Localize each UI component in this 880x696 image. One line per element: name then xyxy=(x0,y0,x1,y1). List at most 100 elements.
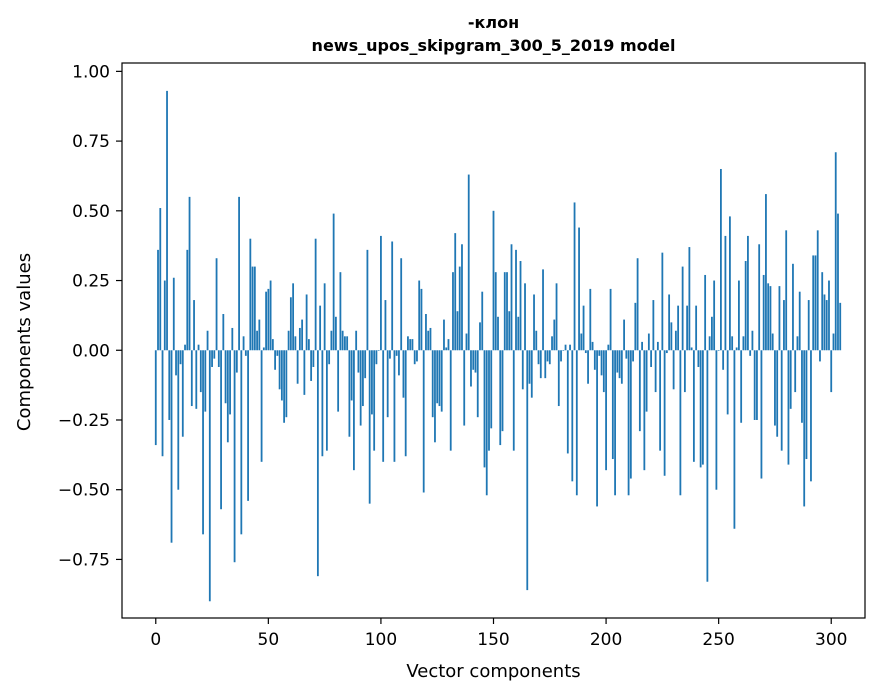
bar xyxy=(330,330,333,351)
bar xyxy=(244,350,247,356)
bar xyxy=(240,350,243,535)
y-tick-label: 0.25 xyxy=(72,272,110,292)
bar xyxy=(735,347,738,351)
bar xyxy=(285,350,288,418)
bar xyxy=(701,350,704,465)
bar xyxy=(542,269,544,351)
bar xyxy=(787,350,790,465)
bar xyxy=(632,350,634,362)
bar-series xyxy=(154,90,842,602)
bar xyxy=(589,288,592,351)
bar xyxy=(344,336,346,351)
bar xyxy=(661,252,664,351)
bar xyxy=(789,350,792,409)
bar xyxy=(611,350,614,460)
bar xyxy=(654,350,657,393)
bar xyxy=(447,339,450,351)
bar xyxy=(553,319,556,351)
bar xyxy=(289,297,292,351)
bar xyxy=(810,350,812,482)
bar xyxy=(269,280,272,351)
bar xyxy=(168,350,171,420)
bar xyxy=(398,350,400,376)
bar xyxy=(643,350,646,471)
bar xyxy=(690,347,693,351)
bar xyxy=(724,235,727,351)
bar xyxy=(571,350,574,482)
bar xyxy=(731,336,734,351)
bar xyxy=(537,350,540,365)
bar xyxy=(751,330,754,351)
bar xyxy=(332,213,335,351)
bar xyxy=(325,350,328,451)
bar xyxy=(711,316,713,351)
bar xyxy=(674,330,677,351)
bar xyxy=(600,350,603,376)
bar xyxy=(656,341,659,351)
bar xyxy=(238,196,240,351)
bar xyxy=(614,350,616,496)
x-tick-label: 0 xyxy=(150,630,161,650)
bar xyxy=(625,350,628,359)
bar xyxy=(767,283,770,351)
bar xyxy=(627,350,630,496)
bar xyxy=(697,350,700,367)
bar xyxy=(539,350,542,379)
bar xyxy=(359,350,362,426)
bar xyxy=(251,266,254,351)
bar xyxy=(524,283,526,351)
bar xyxy=(274,350,276,370)
y-axis-ticks: 1.00 0.75 0.50 0.25 0.00 −0.25 −0.50 −0.75 xyxy=(58,62,122,570)
bar xyxy=(337,350,340,412)
bar xyxy=(314,238,317,351)
bar xyxy=(607,344,610,351)
chart-title-line-1: -клон xyxy=(468,13,519,32)
bar xyxy=(233,350,236,563)
bar xyxy=(384,300,387,351)
bar xyxy=(510,244,513,351)
bar xyxy=(247,350,249,501)
bar xyxy=(409,339,412,351)
bar xyxy=(186,249,189,351)
bar xyxy=(629,350,632,479)
bar xyxy=(771,333,774,351)
bar xyxy=(287,330,290,351)
bar xyxy=(569,344,571,351)
bar xyxy=(497,316,499,351)
bar xyxy=(296,350,299,384)
chart-title-line-2: news_upos_skipgram_300_5_2019 model xyxy=(312,36,676,55)
bar xyxy=(163,280,166,351)
bar xyxy=(839,302,842,351)
bar xyxy=(819,350,821,362)
bar xyxy=(575,350,578,496)
bar xyxy=(382,350,385,462)
x-axis-ticks: 0 50 100 150 200 250 300 xyxy=(150,618,847,650)
bar xyxy=(440,350,443,412)
x-axis-label: Vector components xyxy=(406,661,580,682)
y-tick-label: 0.00 xyxy=(72,341,110,361)
bar xyxy=(413,350,416,365)
bar xyxy=(758,244,761,351)
bar xyxy=(479,322,481,351)
bar xyxy=(573,202,576,351)
bar xyxy=(837,213,839,351)
y-tick-label: 0.50 xyxy=(72,202,110,222)
bar xyxy=(202,350,204,535)
bar xyxy=(166,90,168,351)
x-tick-label: 250 xyxy=(702,630,734,650)
bar xyxy=(508,311,511,351)
bar xyxy=(393,350,396,462)
y-tick-label: −0.50 xyxy=(58,481,110,501)
bar xyxy=(713,280,716,351)
x-tick-label: 200 xyxy=(590,630,622,650)
bar xyxy=(801,350,803,423)
bar xyxy=(193,300,195,351)
bar xyxy=(668,294,671,351)
bar xyxy=(276,350,279,356)
bar xyxy=(362,350,364,407)
bar xyxy=(720,168,722,351)
bar xyxy=(780,350,783,451)
bar xyxy=(161,350,164,457)
bar xyxy=(706,350,709,582)
bar xyxy=(206,330,209,351)
